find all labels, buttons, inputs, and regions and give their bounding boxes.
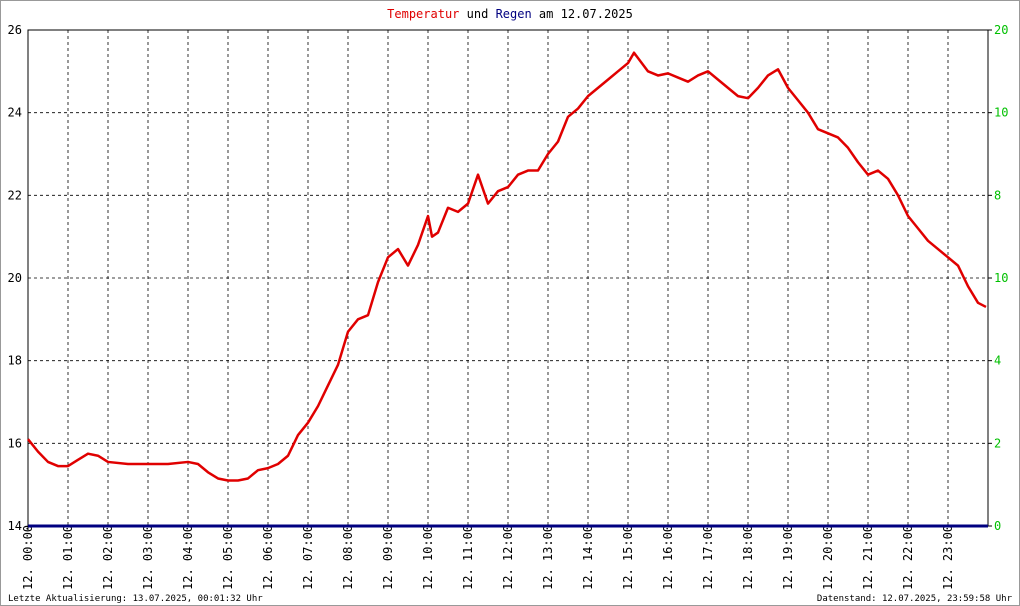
y-tick-label: 18	[8, 354, 22, 368]
y-tick-label: 16	[8, 436, 22, 450]
x-tick-label: 12. 05:00	[221, 525, 235, 590]
x-tick-label: 12. 03:00	[141, 525, 155, 590]
y2-tick-label: 8	[994, 188, 1001, 202]
series-line	[27, 51, 987, 482]
chart-title: Temperatur und Regen am 12.07.2025	[387, 7, 633, 21]
y2-tick-label: 20	[994, 23, 1008, 37]
y2-tick-label: 2	[994, 436, 1001, 450]
x-tick-label: 12. 11:00	[461, 525, 475, 590]
y2-tick-label: 0	[994, 519, 1001, 533]
title-part: und	[467, 7, 489, 21]
x-tick-label: 12. 23:00	[941, 525, 955, 590]
x-tick-label: 12. 09:00	[381, 525, 395, 590]
title-part: am 12.07.2025	[539, 7, 633, 21]
x-tick-label: 12. 19:00	[781, 525, 795, 590]
x-tick-label: 12. 21:00	[861, 525, 875, 590]
x-tick-label: 12. 01:00	[61, 525, 75, 590]
x-tick-label: 12. 22:00	[901, 525, 915, 590]
x-tick-label: 12. 04:00	[181, 525, 195, 590]
x-tick-label: 12. 06:00	[261, 525, 275, 590]
y-tick-label: 26	[8, 23, 22, 37]
y2-tick-label: 4	[994, 354, 1001, 368]
x-tick-label: 12. 07:00	[301, 525, 315, 590]
y-tick-label: 24	[8, 106, 22, 120]
y-tick-label: 20	[8, 271, 22, 285]
x-tick-label: 12. 16:00	[661, 525, 675, 590]
x-tick-label: 12. 14:00	[581, 525, 595, 590]
x-tick-label: 12. 12:00	[501, 525, 515, 590]
y-tick-label: 14	[8, 519, 22, 533]
x-tick-label: 12. 08:00	[341, 525, 355, 590]
x-tick-label: 12. 02:00	[101, 525, 115, 590]
title-part: Temperatur	[387, 7, 459, 21]
x-tick-label: 12. 10:00	[421, 525, 435, 590]
title-part: Regen	[496, 7, 532, 21]
x-tick-label: 12. 00:00	[21, 525, 35, 590]
x-tick-label: 12. 17:00	[701, 525, 715, 590]
y2-tick-label: 10	[994, 271, 1008, 285]
footer-right: Datenstand: 12.07.2025, 23:59:58 Uhr	[817, 594, 1013, 604]
y2-tick-label: 10	[994, 106, 1008, 120]
x-tick-label: 12. 18:00	[741, 525, 755, 590]
x-tick-label: 12. 15:00	[621, 525, 635, 590]
y-tick-label: 22	[8, 188, 22, 202]
footer-left: Letzte Aktualisierung: 13.07.2025, 00:01…	[8, 594, 263, 604]
x-tick-label: 12. 13:00	[541, 525, 555, 590]
x-tick-label: 12. 20:00	[821, 525, 835, 590]
